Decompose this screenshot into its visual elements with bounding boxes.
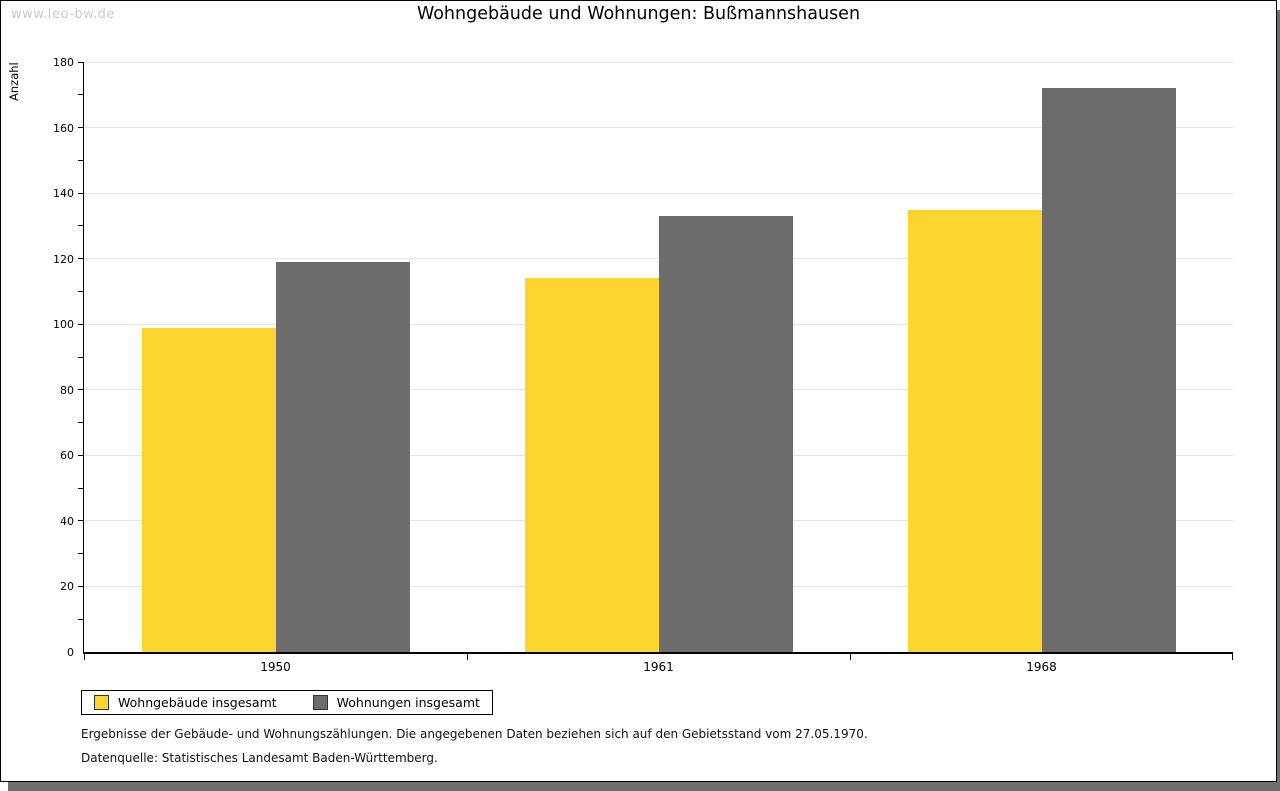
y-tick-130 (78, 225, 84, 227)
legend-swatch-1 (312, 695, 328, 710)
plot-area: 0 20 40 60 80 100 120 140 160 180 1950 1961 1968 (53, 56, 1233, 674)
y-tick-label-80: 80 (60, 383, 74, 397)
x-tick-label-1961: 1961 (643, 660, 674, 674)
y-tick-60 (78, 454, 84, 456)
y-tick-180 (78, 61, 84, 63)
y-tick-120 (78, 258, 84, 260)
legend-label-0: Wohngebäude insgesamt (118, 695, 277, 710)
gridline-y-180 (84, 61, 1233, 63)
x-tick-0 (84, 652, 85, 660)
footnote-results: Ergebnisse der Gebäude- und Wohnungszähl… (81, 727, 868, 741)
y-tick-160 (78, 127, 84, 129)
y-tick-20 (78, 585, 84, 587)
bar-1961-series-0 (524, 278, 659, 652)
y-tick-50 (78, 487, 84, 489)
chart-title: Wohngebäude und Wohnungen: Bußmannshause… (416, 4, 861, 24)
y-tick-140 (78, 192, 84, 194)
watermark: www.leo-bw.de (11, 7, 115, 22)
footnote-source: Datenquelle: Statistisches Landesamt Bad… (81, 751, 438, 765)
y-tick-label-100: 100 (53, 318, 74, 332)
gridline-y-160 (84, 127, 1233, 129)
legend-label-1: Wohnungen insgesamt (336, 695, 480, 710)
y-tick-150 (78, 159, 84, 161)
x-tick-label-1950: 1950 (260, 660, 291, 674)
y-tick-110 (78, 290, 84, 292)
y-axis-label: Anzahl (7, 62, 21, 101)
y-tick-label-180: 180 (53, 56, 74, 69)
y-tick-80 (78, 389, 84, 391)
legend-item-1: Wohnungen insgesamt (312, 695, 480, 710)
y-tick-40 (78, 520, 84, 522)
y-tick-label-160: 160 (53, 121, 74, 135)
bar-1950-series-1 (275, 261, 410, 652)
y-tick-label-20: 20 (60, 580, 74, 594)
y-tick-label-40: 40 (60, 514, 74, 528)
y-tick-30 (78, 553, 84, 555)
legend-swatch-0 (94, 695, 109, 710)
y-tick-label-60: 60 (60, 449, 74, 463)
y-tick-170 (78, 94, 84, 96)
x-tick-label-1968: 1968 (1026, 660, 1057, 674)
gridline-y-140 (84, 192, 1233, 194)
y-tick-100 (78, 323, 84, 325)
bar-1950-series-0 (141, 327, 276, 652)
y-tick-label-120: 120 (53, 252, 74, 266)
y-tick-70 (78, 422, 84, 424)
bar-1968-series-1 (1041, 88, 1176, 652)
x-tick-3 (1232, 652, 1233, 660)
y-tick-label-140: 140 (53, 187, 74, 201)
y-tick-10 (78, 618, 84, 620)
bar-1968-series-0 (907, 209, 1042, 652)
x-tick-2 (850, 652, 851, 660)
y-tick-90 (78, 356, 84, 358)
y-tick-label-0: 0 (67, 646, 74, 659)
x-tick-1 (467, 652, 468, 660)
legend-item-0: Wohngebäude insgesamt (94, 695, 277, 710)
bar-1961-series-1 (658, 216, 793, 652)
legend: Wohngebäude insgesamt Wohnungen insgesamt (81, 690, 493, 715)
